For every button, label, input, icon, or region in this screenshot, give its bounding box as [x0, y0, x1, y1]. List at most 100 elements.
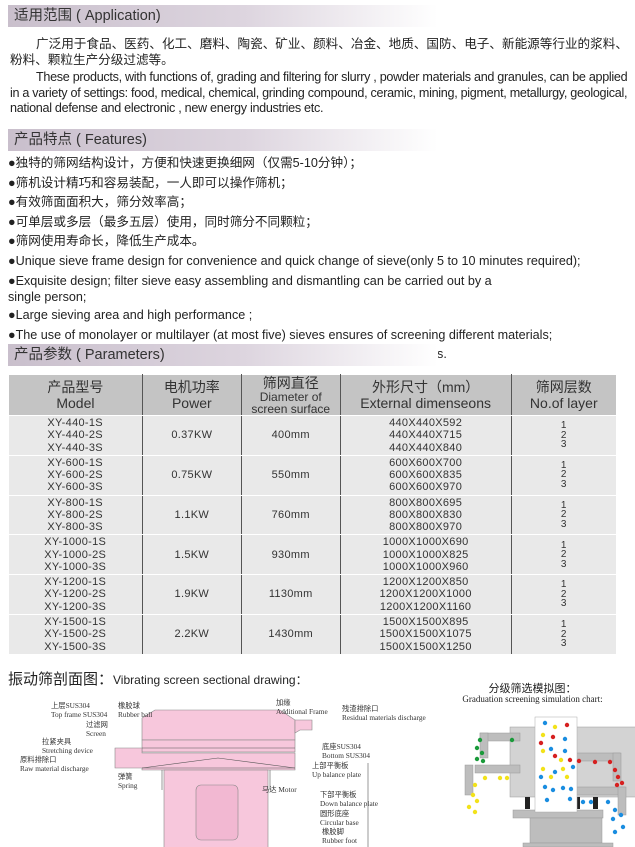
- particle: [550, 787, 556, 793]
- drawing-label: 原料排除口 Raw material discharge: [20, 755, 89, 773]
- model-cell: XY-440-1S XY-440-2S XY-440-3S: [8, 415, 143, 456]
- particle: [612, 767, 618, 773]
- particle: [548, 746, 554, 752]
- parameters-heading: 产品参数 ( Parameters): [8, 344, 438, 366]
- particle: [479, 750, 485, 756]
- model-cell: XY-600-1S XY-600-2S XY-600-3S: [8, 455, 143, 496]
- particle: [474, 756, 480, 762]
- particle: [538, 774, 544, 780]
- feature-item: ●Unique sieve frame design for convenien…: [8, 253, 581, 268]
- dimensions-cell: 440X440X592 440X440X715 440X440X840: [340, 415, 512, 456]
- model-cell: XY-1000-1S XY-1000-2S XY-1000-3S: [8, 534, 143, 576]
- dimensions-cell: 1000X1000X690 1000X1000X825 1000X1000X960: [340, 534, 512, 576]
- drawing-label: 下部平衡板 Down balance plate: [320, 790, 378, 808]
- drawing-label: 加缘 Additional Frame: [276, 698, 328, 716]
- particle: [550, 734, 556, 740]
- bottom-frame: [114, 747, 296, 771]
- table-row: XY-800-1S XY-800-2S XY-800-3S 1.1KW 760mm 800…: [8, 495, 616, 536]
- model-cell: XY-1500-1S XY-1500-2S XY-1500-3S: [8, 614, 143, 655]
- particle: [560, 785, 566, 791]
- power-cell: 1.9KW: [142, 574, 242, 615]
- simulation-subtitle: Graduation screening simulation chart:: [462, 694, 603, 704]
- table-row: XY-1500-1S XY-1500-2S XY-1500-3S 2.2KW 1430m…: [8, 614, 616, 655]
- particle: [482, 775, 488, 781]
- power-cell: 0.37KW: [142, 415, 242, 456]
- particle: [588, 799, 594, 805]
- particle: [472, 809, 478, 815]
- particle: [612, 829, 618, 835]
- model-cell: XY-800-1S XY-800-2S XY-800-3S: [8, 495, 143, 536]
- simulation-title: 分级筛选模拟图：: [488, 683, 577, 695]
- feature-item: ●筛网使用寿命长，降低生产成本。: [8, 234, 205, 248]
- drawing-label: 马达 Motor: [262, 785, 297, 794]
- particle: [570, 764, 576, 770]
- particle: [504, 775, 510, 781]
- drawing-label: 过滤网 Screen: [86, 720, 108, 738]
- particle: [614, 782, 620, 788]
- application-heading: 适用范围 ( Application): [8, 5, 438, 27]
- particle: [540, 732, 546, 738]
- feature-item: ●Exquisite design; filter sieve easy ass…: [8, 274, 492, 304]
- particle: [607, 759, 613, 765]
- particle: [568, 786, 574, 792]
- particle: [560, 766, 566, 772]
- particle: [562, 736, 568, 742]
- particle: [564, 722, 570, 728]
- outlet-2: [474, 764, 521, 774]
- parameters-table: 产品型号 Model 电机功率 Power 筛网直径 Diameter of scre…: [8, 374, 616, 655]
- feature-item: ●Large sieving area and high performance…: [8, 308, 253, 322]
- particle: [610, 816, 616, 822]
- table-row: XY-1200-1S XY-1200-2S XY-1200-3S 1.9KW 1130m…: [8, 574, 616, 615]
- diameter-cell: 1430mm: [241, 614, 341, 655]
- drawing-label: 上层SUS304 Top frame SUS304: [51, 701, 108, 719]
- dimensions-cell: 600X600X700 600X600X835 600X600X970: [340, 455, 512, 496]
- col-dimensions: 外形尺寸（mm） External dimenseons: [339, 374, 512, 416]
- particle: [477, 737, 483, 743]
- particle: [580, 799, 586, 805]
- particle: [540, 766, 546, 772]
- particle: [480, 758, 486, 764]
- particle: [558, 757, 564, 763]
- particle: [576, 758, 582, 764]
- particle: [618, 812, 624, 818]
- particle: [592, 759, 598, 765]
- features-list: ●独特的筛网结构设计，方便和快速更换细网（仅需5-10分钟）； ●筛机设计精巧和…: [8, 154, 633, 365]
- particle: [474, 745, 480, 751]
- drawing-label: 弹簧 Spring: [118, 772, 138, 790]
- power-cell: 0.75KW: [142, 455, 242, 496]
- particle: [509, 737, 515, 743]
- particle: [567, 796, 573, 802]
- residual-outlet: [294, 719, 313, 734]
- power-cell: 1.1KW: [142, 495, 242, 536]
- diameter-cell: 400mm: [241, 415, 341, 456]
- feature-item: ●The use of monolayer or multilayer (at …: [8, 327, 553, 342]
- particle: [538, 740, 544, 746]
- feature-item: ●有效筛面面积大，筛分效率高；: [8, 195, 192, 209]
- dimensions-cell: 1200X1200X850 1200X1200X1000 1200X1200X116…: [340, 574, 512, 615]
- particle: [620, 824, 626, 830]
- particle: [562, 748, 568, 754]
- particle: [615, 774, 621, 780]
- top-frame: [141, 709, 296, 741]
- particle: [564, 774, 570, 780]
- diameter-cell: 550mm: [241, 455, 341, 496]
- application-text-zh: 广泛用于食品、医药、化工、磨料、陶瓷、矿业、颜料、冶金、地质、国防、电子、新能源…: [10, 37, 628, 67]
- application-text-en: These products, with functions of, gradi…: [10, 70, 628, 115]
- table-row: XY-440-1S XY-440-2S XY-440-3S 0.37KW 400mm 44…: [8, 415, 616, 456]
- particle: [619, 780, 625, 786]
- particle: [612, 807, 618, 813]
- table-row: XY-600-1S XY-600-2S XY-600-3S 0.75KW 550mm 60…: [8, 455, 616, 496]
- particle: [540, 748, 546, 754]
- col-power: 电机功率 Power: [141, 374, 242, 416]
- drawing-label: 上部平衡板 Up balance plate: [312, 761, 362, 779]
- motor: [195, 784, 239, 841]
- feature-item: ●筛机设计精巧和容易装配，一人即可以操作筛机；: [8, 175, 293, 190]
- particle: [544, 797, 550, 803]
- particle: [548, 774, 554, 780]
- diameter-cell: 760mm: [241, 495, 341, 536]
